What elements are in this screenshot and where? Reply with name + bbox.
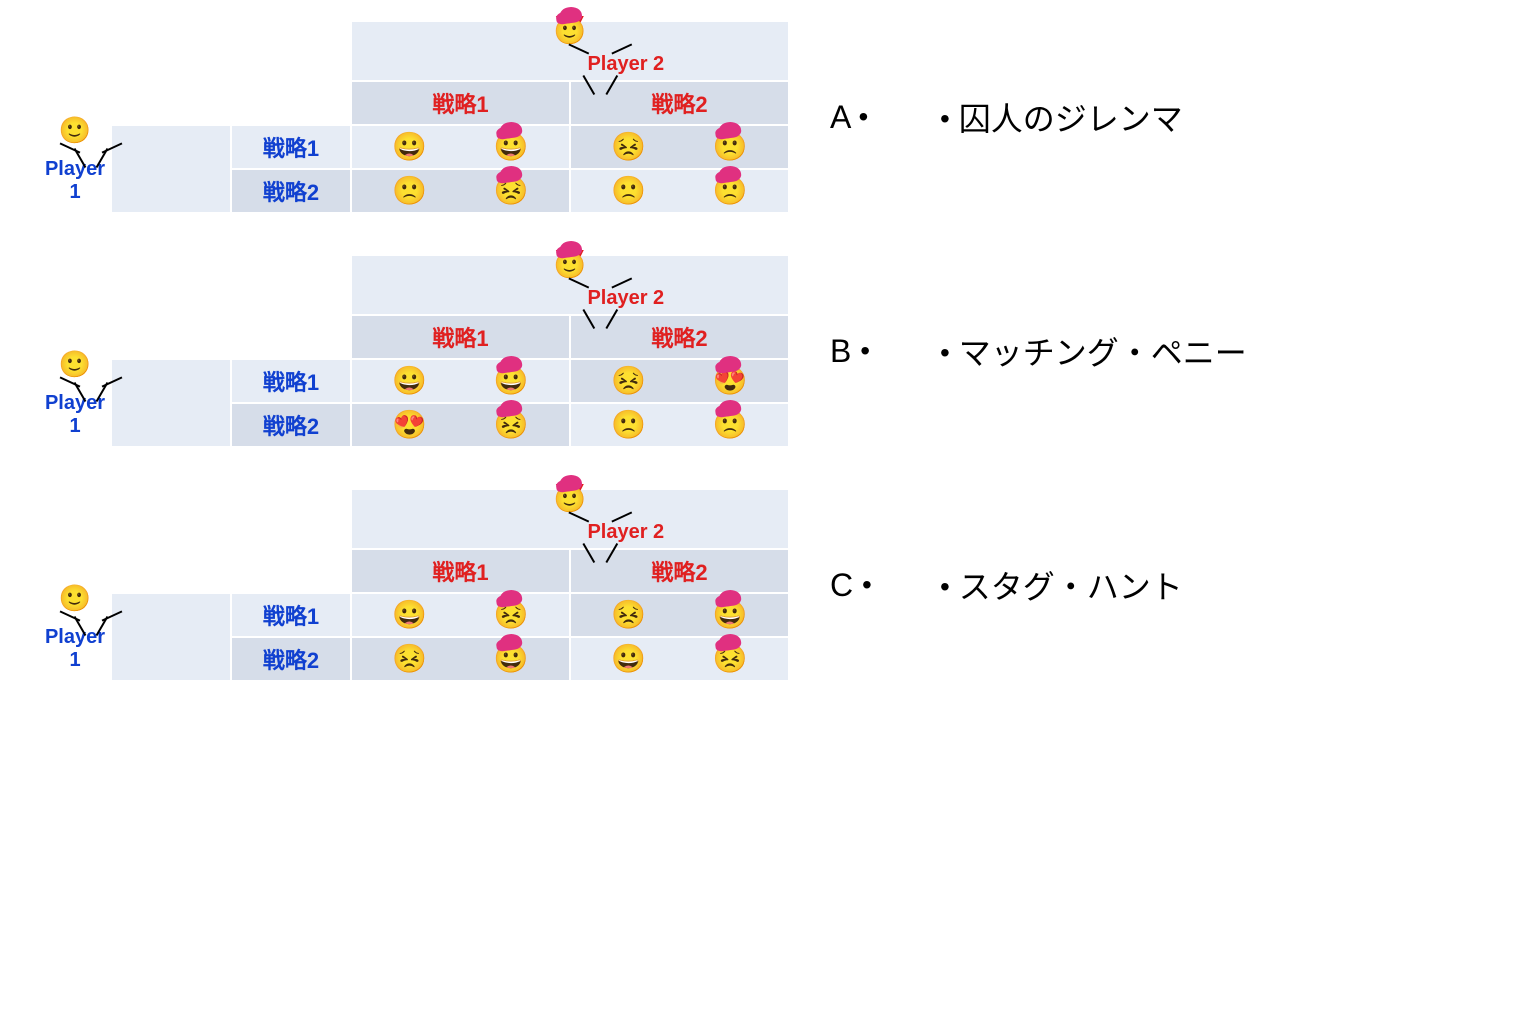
p1-figure: 🙂 (59, 117, 91, 143)
p1-payoff-icon: 😣 (611, 133, 646, 161)
p2-payoff-icon: 😣 (494, 177, 529, 205)
p1-strategy1: 戦略1 (231, 125, 351, 169)
p1-payoff-icon: 🙁 (611, 411, 646, 439)
p1-payoff-icon: 😣 (611, 601, 646, 629)
p2-payoff-icon: 😣 (494, 411, 529, 439)
p1-figure: 🙂 (59, 351, 91, 377)
p2-figure: 🙂 (554, 18, 586, 70)
head-icon: 🙂 (59, 117, 91, 143)
payoff-matrix: 🙂 Player 1 🙂 Player 2 戦略1 (110, 20, 790, 214)
payoff-cell-00: 😀 😀 (351, 359, 570, 403)
answer-option: • マッチング・ペニー (940, 328, 1247, 374)
p1-strategy2: 戦略2 (231, 637, 351, 681)
p2-payoff-icon: 😣 (494, 601, 529, 629)
p1-payoff-icon: 😀 (611, 645, 646, 673)
p2-strategy2: 戦略2 (570, 81, 789, 125)
p2-payoff-icon: 🙁 (713, 133, 748, 161)
payoff-cell-10: 🙁 😣 (351, 169, 570, 213)
p2-payoff-icon: 😀 (494, 133, 529, 161)
game-letter: B • (800, 333, 940, 370)
game-letter: A • (800, 99, 940, 136)
p1-figure: 🙂 (59, 585, 91, 611)
player2-label: Player 2 (587, 53, 664, 76)
payoff-cell-11: 🙁 🙁 (570, 169, 789, 213)
answer-option: • 囚人のジレンマ (940, 94, 1183, 140)
player1-icon: 🙂 Player 1 (40, 351, 110, 438)
p1-payoff-icon: 😀 (392, 601, 427, 629)
payoff-cell-00: 😀 😀 (351, 125, 570, 169)
player2-icon: 🙂 (554, 252, 586, 304)
p2-payoff-icon: 🙁 (713, 177, 748, 205)
payoff-matrix: 🙂 Player 1 🙂 Player 2 戦略1 (110, 488, 790, 682)
head-icon: 🙂 (554, 486, 586, 512)
game-row-B: 🙂 Player 1 🙂 Player 2 戦略1 (40, 254, 1496, 448)
p1-strategy1: 戦略1 (231, 359, 351, 403)
head-icon: 🙂 (59, 585, 91, 611)
p1-payoff-icon: 🙁 (611, 177, 646, 205)
p1-strategy2: 戦略2 (231, 403, 351, 447)
answer-option: • スタグ・ハント (940, 562, 1183, 608)
p2-strategy2: 戦略2 (570, 549, 789, 593)
head-icon: 🙂 (59, 351, 91, 377)
p2-figure: 🙂 (554, 252, 586, 304)
p1-strategy2: 戦略2 (231, 169, 351, 213)
p1-payoff-icon: 😀 (392, 367, 427, 395)
payoff-cell-10: 😣 😀 (351, 637, 570, 681)
p2-payoff-icon: 🙁 (713, 411, 748, 439)
payoff-cell-10: 😍 😣 (351, 403, 570, 447)
p1-payoff-icon: 😍 (392, 411, 427, 439)
player1-icon: 🙂 Player 1 (40, 117, 110, 204)
p2-strategy2: 戦略2 (570, 315, 789, 359)
p2-payoff-icon: 😣 (713, 645, 748, 673)
p2-payoff-icon: 😀 (713, 601, 748, 629)
p1-strategy1: 戦略1 (231, 593, 351, 637)
payoff-cell-11: 🙁 🙁 (570, 403, 789, 447)
p1-payoff-icon: 😣 (611, 367, 646, 395)
player2-label: Player 2 (587, 521, 664, 544)
p2-strategy1: 戦略1 (351, 549, 570, 593)
game-row-A: 🙂 Player 1 🙂 Player 2 戦略1 (40, 20, 1496, 214)
p2-payoff-icon: 😍 (713, 367, 748, 395)
p2-strategy1: 戦略1 (351, 315, 570, 359)
player1-label: Player 1 (40, 158, 110, 204)
player1-icon: 🙂 Player 1 (40, 585, 110, 672)
player2-label: Player 2 (587, 287, 664, 310)
head-icon: 🙂 (554, 18, 586, 44)
player1-label: Player 1 (40, 626, 110, 672)
p2-figure: 🙂 (554, 486, 586, 538)
p2-payoff-icon: 😀 (494, 645, 529, 673)
head-icon: 🙂 (554, 252, 586, 278)
p2-strategy1: 戦略1 (351, 81, 570, 125)
p1-payoff-icon: 🙁 (392, 177, 427, 205)
game-letter: C • (800, 567, 940, 604)
player2-icon: 🙂 (554, 18, 586, 70)
payoff-cell-11: 😀 😣 (570, 637, 789, 681)
payoff-cell-01: 😣 😀 (570, 593, 789, 637)
player2-icon: 🙂 (554, 486, 586, 538)
game-row-C: 🙂 Player 1 🙂 Player 2 戦略1 (40, 488, 1496, 682)
payoff-cell-01: 😣 😍 (570, 359, 789, 403)
p2-payoff-icon: 😀 (494, 367, 529, 395)
p1-payoff-icon: 😀 (392, 133, 427, 161)
p1-payoff-icon: 😣 (392, 645, 427, 673)
payoff-cell-00: 😀 😣 (351, 593, 570, 637)
payoff-cell-01: 😣 🙁 (570, 125, 789, 169)
payoff-matrix: 🙂 Player 1 🙂 Player 2 戦略1 (110, 254, 790, 448)
player1-label: Player 1 (40, 392, 110, 438)
